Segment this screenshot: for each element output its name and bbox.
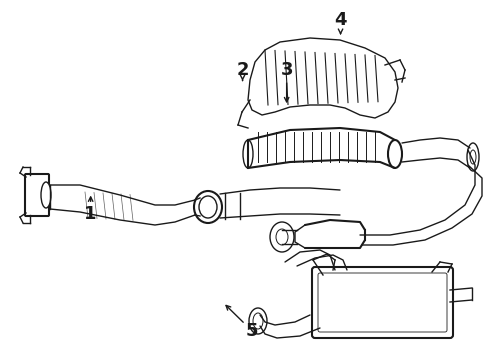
Ellipse shape [249,308,267,334]
Ellipse shape [270,222,294,252]
Ellipse shape [388,140,402,168]
Ellipse shape [194,191,222,223]
Ellipse shape [243,140,253,168]
Ellipse shape [467,143,479,171]
Ellipse shape [470,150,476,164]
Text: 2: 2 [236,61,249,79]
Text: 4: 4 [334,11,347,29]
FancyBboxPatch shape [25,174,49,216]
Ellipse shape [41,182,51,208]
Ellipse shape [199,196,217,218]
Text: 5: 5 [246,322,259,340]
FancyBboxPatch shape [312,267,453,338]
Text: 3: 3 [280,61,293,79]
Text: 1: 1 [84,205,97,223]
Ellipse shape [253,313,263,329]
FancyBboxPatch shape [318,273,447,332]
Ellipse shape [276,229,288,245]
Polygon shape [248,38,398,118]
